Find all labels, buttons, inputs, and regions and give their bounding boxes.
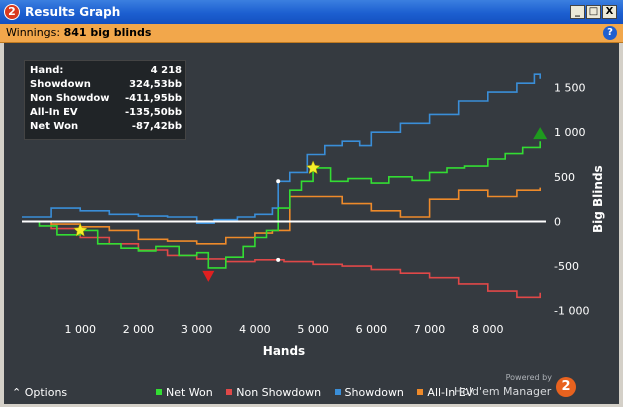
legend-item-net-won[interactable]: Net Won [156,386,213,399]
chevron-up-icon: ⌃ [12,386,22,399]
x-axis-label: Hands [263,344,305,358]
help-icon[interactable]: ? [603,26,617,40]
results-graph: -1 000 -500 0 500 1 000 1 500 1 000 2 000 3 000… [4,43,619,404]
options-button[interactable]: ⌃ Options [12,386,67,399]
stats-panel: Hand: 4 218 Showdown 324,53bb Non Showdown… [24,60,186,140]
legend-swatch [226,389,233,395]
x-tick-label: 4 000 [239,323,271,336]
stat-label: All-In EV [30,107,78,118]
winnings-label: Winnings: [6,26,61,39]
y-tick-label: 0 [554,215,561,228]
x-tick-label: 7 000 [414,323,446,336]
x-tick-label: 6 000 [356,323,388,336]
stat-row-net-won: Net Won -87,42bb [30,121,182,135]
legend-item-showdown[interactable]: Showdown [334,386,404,399]
star-marker-icon [72,222,88,237]
stat-value: -411,95bb [124,93,182,104]
stat-value: -87,42bb [131,121,182,132]
options-label: Options [24,386,68,399]
brand-name: Hold'em Manager [454,385,552,398]
minimize-button[interactable]: _ [570,5,585,19]
maximize-button[interactable]: □ [586,5,601,19]
powered-by-label: Powered by [505,373,552,382]
legend-label: Non Showdown [236,386,322,399]
legend-label: Net Won [166,386,213,399]
legend-label: Showdown [344,386,404,399]
y-tick-label: -1 000 [554,305,589,318]
series-line-showdown [22,73,541,224]
stat-row-hand: Hand: 4 218 [30,65,182,79]
app-logo-icon: 2 [4,4,20,20]
legend-swatch [156,389,162,395]
stat-label: Hand: [30,65,64,76]
non-showdown-point-marker [276,257,281,262]
series-line-net-won [22,141,541,269]
showdown-point-marker [276,179,281,184]
star-marker-icon [305,160,321,175]
stat-row-showdown: Showdown 324,53bb [30,79,182,93]
stat-label: Net Won [30,121,79,132]
close-button[interactable]: X [602,5,617,19]
y-tick-label: 1 500 [554,82,586,95]
y-tick-label: -500 [554,260,579,273]
stat-row-non-showdown: Non Showdown -411,95bb [30,93,182,107]
stat-value: -135,50bb [124,107,182,118]
legend-swatch [334,389,341,395]
x-tick-label: 8 000 [472,323,504,336]
stat-value: 4 218 [150,65,182,76]
series-line-non-showdown [22,220,541,299]
legend: Net Won Non Showdown Showdown All-In EV [156,386,483,399]
series-line-all-in-ev [22,187,541,245]
legend-item-allin-ev[interactable]: All-In EV [417,386,473,399]
low-point-triangle-icon [202,270,215,282]
stat-row-allin-ev: All-In EV -135,50bb [30,107,182,121]
chart-canvas: -1 000 -500 0 500 1 000 1 500 1 000 2 000 3 000… [22,73,605,358]
title-bar: 2 Results Graph _ □ X [0,0,623,24]
legend-item-non-showdown[interactable]: Non Showdown [226,386,321,399]
window-title: Results Graph [25,5,121,19]
stat-value: 324,53bb [129,79,182,90]
y-tick-label: 500 [554,171,575,184]
hem2-logo-icon: 2 [556,377,576,397]
winnings-bar: Winnings: 841 big blinds ? [0,24,623,43]
stat-label: Showdown [30,79,91,90]
y-axis-label: Big Blinds [591,165,605,233]
x-tick-label: 3 000 [181,323,213,336]
y-tick-label: 1 000 [554,126,586,139]
high-point-triangle-icon [533,127,548,140]
legend-swatch [417,389,424,395]
winnings-value: 841 big blinds [63,26,152,39]
x-tick-label: 5 000 [297,323,329,336]
x-tick-label: 2 000 [123,323,155,336]
winnings-summary: Winnings: 841 big blinds [6,26,151,39]
stat-label: Non Showdown [30,93,110,104]
legend-label: All-In EV [427,386,474,399]
x-tick-label: 1 000 [64,323,96,336]
